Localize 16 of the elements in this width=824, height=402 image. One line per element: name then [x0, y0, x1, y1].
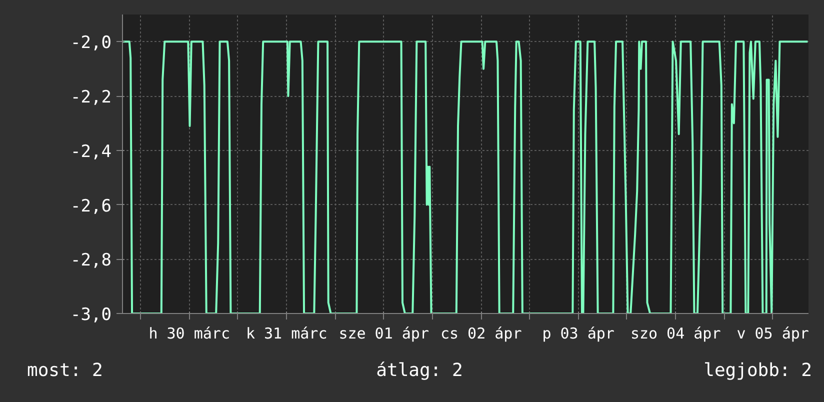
- text: most: 2: [27, 359, 103, 383]
- y-tick-label: -3,0: [70, 305, 112, 325]
- text: legjobb: 2: [704, 359, 812, 383]
- y-tick-label: -2,8: [70, 250, 112, 271]
- x-tick-label: k 31 márc: [246, 324, 328, 342]
- x-tick-label: p 03 ápr: [542, 324, 614, 342]
- y-tick-label: -2,6: [70, 196, 112, 216]
- x-tick-label: v 05 ápr: [736, 324, 809, 342]
- y-tick-label: -2,2: [70, 88, 112, 108]
- text: átlag: 2: [376, 359, 463, 383]
- x-tick-label: szo 04 ápr: [630, 324, 721, 342]
- y-tick-label: -2,4: [70, 142, 112, 162]
- x-tick-label: cs 02 ápr: [440, 324, 522, 342]
- x-tick-label: h 30 márc: [148, 324, 230, 342]
- y-tick-label: -2,0: [70, 33, 112, 54]
- x-tick-label: sze 01 ápr: [338, 324, 430, 342]
